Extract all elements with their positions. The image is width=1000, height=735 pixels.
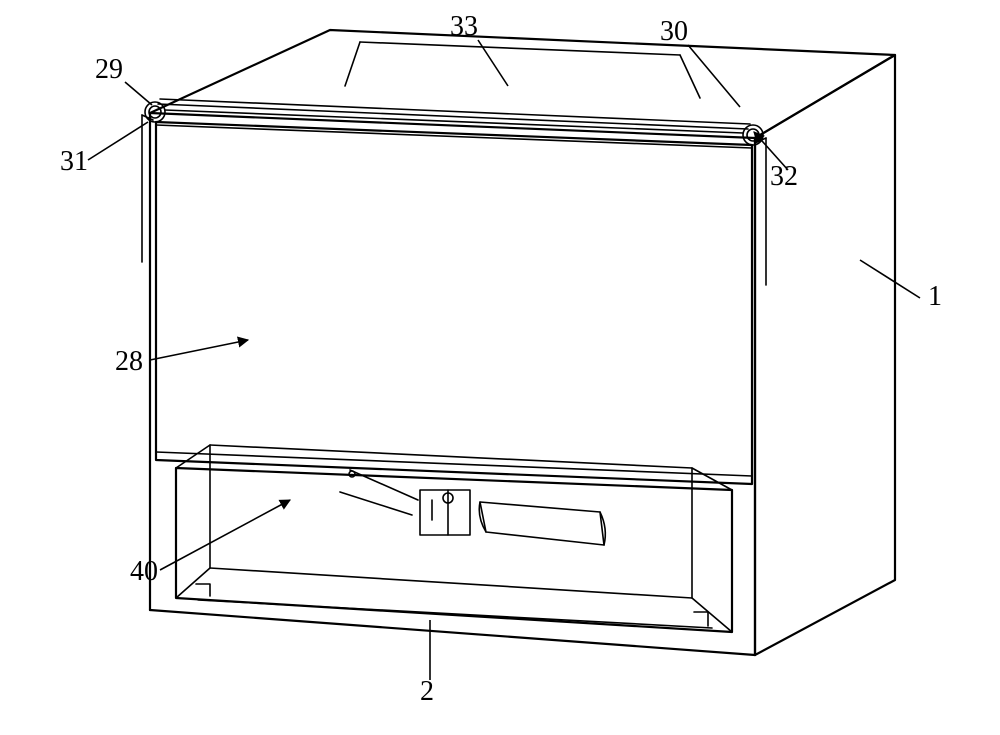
ref-label-30: 30 [660, 16, 688, 47]
ref-label-33: 33 [450, 11, 478, 42]
ref-label-2: 2 [420, 676, 434, 707]
ref-label-1: 1 [928, 281, 942, 312]
ref-label-28: 28 [115, 346, 143, 377]
ref-label-29: 29 [95, 54, 123, 85]
ref-label-40: 40 [130, 556, 158, 587]
technical-figure: 3330293132128402 [0, 0, 1000, 735]
ref-label-31: 31 [60, 146, 88, 177]
